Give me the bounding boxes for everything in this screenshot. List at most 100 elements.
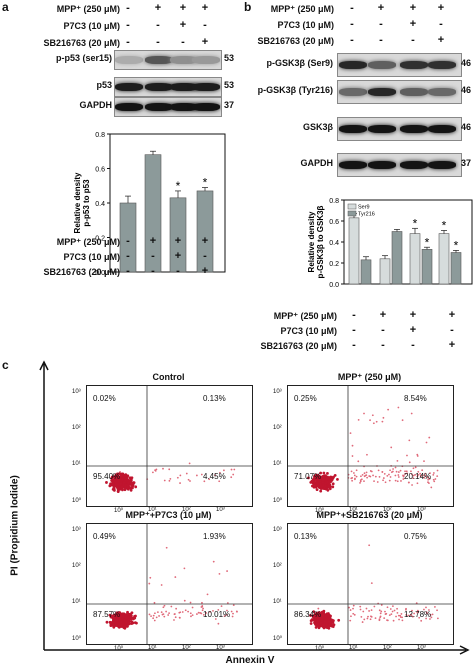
event-dot — [153, 612, 156, 615]
event-dot — [365, 471, 368, 474]
event-dot — [419, 472, 422, 475]
event-dot — [400, 613, 403, 615]
y-axis-tick-label: 10³ — [273, 527, 282, 533]
bar — [421, 249, 433, 285]
event-dot — [174, 616, 177, 619]
y-axis-label: Relative density — [73, 172, 82, 233]
panel-a-band — [192, 56, 220, 64]
panel-b-kda-label: 46 — [461, 122, 472, 132]
event-dot — [214, 474, 216, 477]
panel-b-sign: + — [437, 34, 445, 46]
event-dot — [428, 609, 430, 611]
event-dot — [388, 479, 391, 482]
panel-b-sign: + — [437, 2, 445, 14]
bar — [196, 190, 214, 273]
event-dot — [183, 567, 186, 570]
event-dot — [167, 614, 170, 616]
event-dot — [111, 624, 115, 628]
event-dot — [405, 470, 408, 473]
event-dot — [196, 613, 198, 615]
event-dot — [375, 420, 378, 423]
event-dot — [423, 476, 426, 479]
event-dot — [384, 481, 387, 484]
flow-plot: 0.25% 8.54% 71.07% 20.14% — [287, 385, 454, 507]
event-dot — [116, 485, 119, 488]
event-dot — [417, 473, 420, 476]
event-dot — [369, 618, 372, 621]
y-axis-label: p-p53 to p53 — [82, 179, 91, 227]
event-dot — [421, 469, 424, 472]
event-dot — [411, 484, 413, 486]
event-dot — [394, 479, 397, 482]
event-dot — [201, 605, 204, 608]
event-dot — [232, 604, 235, 606]
event-dot — [119, 620, 123, 624]
significance-mark: * — [413, 216, 418, 230]
event-dot — [163, 604, 166, 607]
quadrant-percentage: 71.07% — [294, 472, 322, 481]
event-dot — [407, 614, 410, 617]
event-dot — [158, 615, 160, 617]
bar — [391, 231, 403, 285]
flow-scatter — [87, 524, 252, 644]
event-dot — [153, 601, 156, 604]
event-dot — [200, 473, 203, 476]
significance-mark: * — [203, 175, 208, 189]
event-dot — [326, 614, 330, 618]
event-dot — [423, 460, 425, 463]
event-dot — [322, 609, 326, 613]
quadrant-percentage: 10.01% — [203, 610, 231, 619]
event-dot — [131, 621, 135, 625]
event-dot — [309, 619, 313, 623]
event-dot — [226, 609, 228, 612]
event-dot — [109, 622, 113, 626]
event-dot — [373, 605, 376, 608]
event-dot — [190, 615, 192, 618]
event-dot — [425, 617, 428, 620]
event-dot — [316, 616, 320, 620]
y-axis-tick-label: 10³ — [273, 389, 282, 395]
event-dot — [315, 488, 319, 492]
event-dot — [181, 611, 184, 613]
panel-a-bottom-sign: + — [201, 265, 209, 277]
panel-a-bottom-condition-label: P7C3 (10 μM) — [63, 252, 120, 262]
panel-b-blot-label: p-GSK3β (Ser9) — [266, 58, 333, 68]
event-dot — [133, 616, 137, 620]
panel-a-sign: + — [201, 2, 209, 14]
panel-b-condition-label: MPP⁺ (250 μM) — [270, 4, 334, 14]
panel-a-sign: - — [126, 36, 130, 48]
event-dot — [226, 602, 229, 604]
y-tick-label: 0.8 — [95, 132, 105, 139]
y-axis-tick-label: 10⁰ — [72, 636, 82, 642]
event-dot — [168, 612, 170, 615]
panel-a-band — [115, 83, 143, 91]
event-dot — [352, 604, 355, 607]
significance-mark: * — [442, 218, 447, 232]
event-dot — [390, 613, 393, 615]
event-dot — [366, 617, 369, 620]
event-dot — [111, 487, 115, 491]
panel-b-band — [400, 88, 428, 96]
panel-b-sign: - — [350, 34, 354, 46]
event-dot — [359, 608, 362, 611]
y-axis-tick-label: 10⁰ — [273, 636, 283, 642]
panel-b-kda-label: 46 — [461, 58, 472, 68]
event-dot — [105, 620, 109, 624]
event-dot — [410, 473, 413, 476]
legend-label: Tyr216 — [358, 212, 375, 218]
event-dot — [328, 475, 332, 479]
event-dot — [313, 613, 317, 617]
panel-a-sign: - — [156, 19, 160, 31]
event-dot — [160, 584, 163, 586]
event-dot — [430, 486, 433, 489]
event-dot — [436, 617, 439, 620]
event-dot — [414, 473, 416, 476]
event-dot — [152, 617, 155, 620]
panel-b-bottom-sign: + — [409, 324, 417, 336]
event-dot — [417, 470, 420, 473]
event-dot — [124, 473, 128, 477]
event-dot — [336, 477, 339, 481]
event-dot — [361, 621, 364, 623]
event-dot — [373, 480, 375, 483]
event-dot — [184, 609, 187, 612]
